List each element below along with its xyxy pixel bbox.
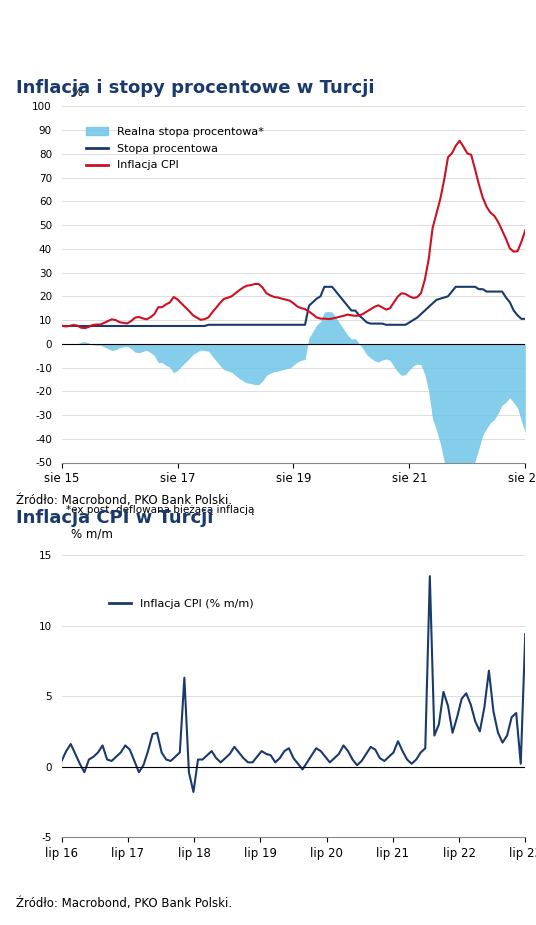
Text: %: % xyxy=(71,86,82,99)
Text: Inflacja CPI w Turcji: Inflacja CPI w Turcji xyxy=(16,510,213,527)
Text: Źródło: Macrobond, PKO Bank Polski.: Źródło: Macrobond, PKO Bank Polski. xyxy=(16,896,232,909)
Text: % m/m: % m/m xyxy=(71,528,113,541)
Text: *ex post, deflowana bieżącą inflacją: *ex post, deflowana bieżącą inflacją xyxy=(66,505,255,515)
Legend: Inflacja CPI (% m/m): Inflacja CPI (% m/m) xyxy=(105,595,258,613)
Text: Źródło: Macrobond, PKO Bank Polski.: Źródło: Macrobond, PKO Bank Polski. xyxy=(16,494,232,507)
Legend: Realna stopa procentowa*, Stopa procentowa, Inflacja CPI: Realna stopa procentowa*, Stopa procento… xyxy=(81,123,268,175)
Text: Inflacja i stopy procentowe w Turcji: Inflacja i stopy procentowe w Turcji xyxy=(16,80,375,97)
